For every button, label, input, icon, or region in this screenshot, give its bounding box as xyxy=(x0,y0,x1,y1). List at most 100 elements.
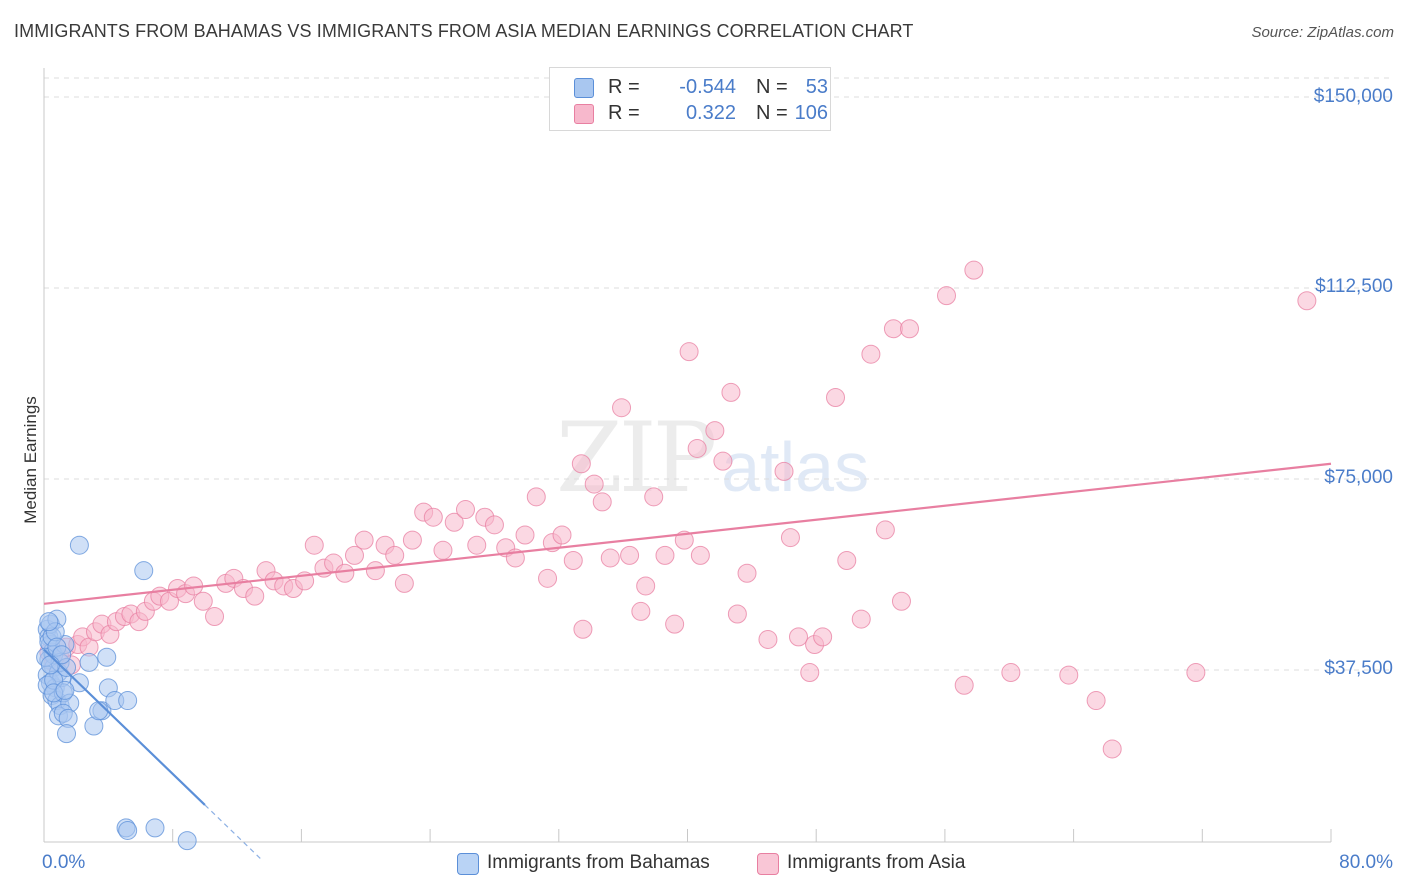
point-asia xyxy=(612,398,632,418)
point-asia xyxy=(737,563,757,583)
point-asia xyxy=(620,545,640,565)
point-asia xyxy=(365,561,385,581)
y-tick-label: $150,000 xyxy=(1313,86,1393,107)
trend-lines xyxy=(43,462,1332,860)
point-asia xyxy=(402,530,422,550)
point-asia xyxy=(515,525,535,545)
x-tick-label-min: 0.0% xyxy=(42,852,86,873)
point-asia xyxy=(455,500,475,520)
legend-r-label: R = xyxy=(608,76,640,98)
point-asia xyxy=(600,548,620,568)
watermark-atlas: atlas xyxy=(721,428,870,506)
point-asia xyxy=(433,540,453,560)
point-bahamas xyxy=(69,535,89,555)
point-bahamas xyxy=(40,655,60,675)
legend-swatch-bahamas xyxy=(457,853,479,875)
point-bahamas xyxy=(118,820,138,840)
point-asia xyxy=(344,545,364,565)
point-asia xyxy=(665,614,685,634)
point-asia xyxy=(571,454,591,474)
point-asia xyxy=(484,515,504,535)
legend-n-value: 106 xyxy=(794,102,828,124)
point-bahamas xyxy=(97,647,117,667)
point-asia xyxy=(584,474,604,494)
point-asia xyxy=(851,609,871,629)
point-asia xyxy=(354,530,374,550)
legend-label-bahamas: Immigrants from Bahamas xyxy=(487,852,710,873)
point-asia xyxy=(538,568,558,588)
point-asia xyxy=(592,492,612,512)
point-asia xyxy=(385,545,405,565)
point-asia xyxy=(883,319,903,339)
point-asia xyxy=(789,627,809,647)
point-bahamas xyxy=(79,652,99,672)
point-asia xyxy=(563,550,583,570)
point-asia xyxy=(644,487,664,507)
chart-title: IMMIGRANTS FROM BAHAMAS VS IMMIGRANTS FR… xyxy=(14,21,914,41)
x-tick-label-max: 80.0% xyxy=(1339,852,1393,873)
point-asia xyxy=(1059,665,1079,685)
point-asia xyxy=(679,342,699,362)
point-asia xyxy=(937,286,957,306)
point-asia xyxy=(573,619,593,639)
y-tick-label: $75,000 xyxy=(1324,467,1393,488)
point-bahamas xyxy=(145,818,165,838)
point-asia xyxy=(800,663,820,683)
point-asia xyxy=(954,675,974,695)
point-asia xyxy=(636,576,656,596)
y-tick-label: $112,500 xyxy=(1315,276,1393,297)
point-asia xyxy=(875,520,895,540)
trend-line-bahamas xyxy=(43,648,206,806)
legend-n-value: 53 xyxy=(805,76,828,98)
point-bahamas xyxy=(55,680,75,700)
point-asia xyxy=(245,586,265,606)
point-asia xyxy=(444,512,464,532)
point-asia xyxy=(1186,663,1206,683)
point-asia xyxy=(467,535,487,555)
point-asia xyxy=(780,528,800,548)
legend-n-label: N = xyxy=(756,102,788,124)
point-asia xyxy=(1102,739,1122,759)
legend-swatch-asia xyxy=(757,853,779,875)
point-bahamas xyxy=(89,701,109,721)
point-asia xyxy=(655,545,675,565)
point-asia xyxy=(727,604,747,624)
point-asia xyxy=(690,545,710,565)
data-points xyxy=(36,260,1317,851)
trend-line-bahamas-extension xyxy=(204,804,262,860)
legend-swatch-bahamas xyxy=(574,78,594,98)
point-bahamas xyxy=(134,561,154,581)
legend-label-asia: Immigrants from Asia xyxy=(787,852,966,873)
point-asia xyxy=(1001,663,1021,683)
point-asia xyxy=(713,451,733,471)
source-label: Source: ZipAtlas.com xyxy=(1251,24,1394,41)
point-asia xyxy=(552,525,572,545)
trend-line-asia xyxy=(43,462,1332,605)
point-asia xyxy=(837,550,857,570)
point-bahamas xyxy=(177,831,197,851)
point-asia xyxy=(758,629,778,649)
point-asia xyxy=(335,563,355,583)
point-asia xyxy=(900,319,920,339)
point-asia xyxy=(705,421,725,441)
point-asia xyxy=(205,607,225,627)
point-asia xyxy=(861,344,881,364)
point-asia xyxy=(774,461,794,481)
point-bahamas xyxy=(118,691,138,711)
axes xyxy=(43,68,1332,843)
point-asia xyxy=(721,382,741,402)
point-asia xyxy=(631,601,651,621)
point-asia xyxy=(304,535,324,555)
correlation-legend: R = -0.544 N = 53 R = 0.322 N = 106 xyxy=(549,67,831,131)
legend-r-label: R = xyxy=(608,102,640,124)
legend-swatch-asia xyxy=(574,104,594,124)
series-legend: Immigrants from Bahamas Immigrants from … xyxy=(0,852,1406,878)
point-asia xyxy=(891,591,911,611)
point-asia xyxy=(1297,291,1317,311)
y-tick-label: $37,500 xyxy=(1324,658,1393,679)
point-asia xyxy=(813,627,833,647)
legend-r-value: 0.322 xyxy=(685,102,736,124)
point-asia xyxy=(1086,691,1106,711)
point-asia xyxy=(423,507,443,527)
